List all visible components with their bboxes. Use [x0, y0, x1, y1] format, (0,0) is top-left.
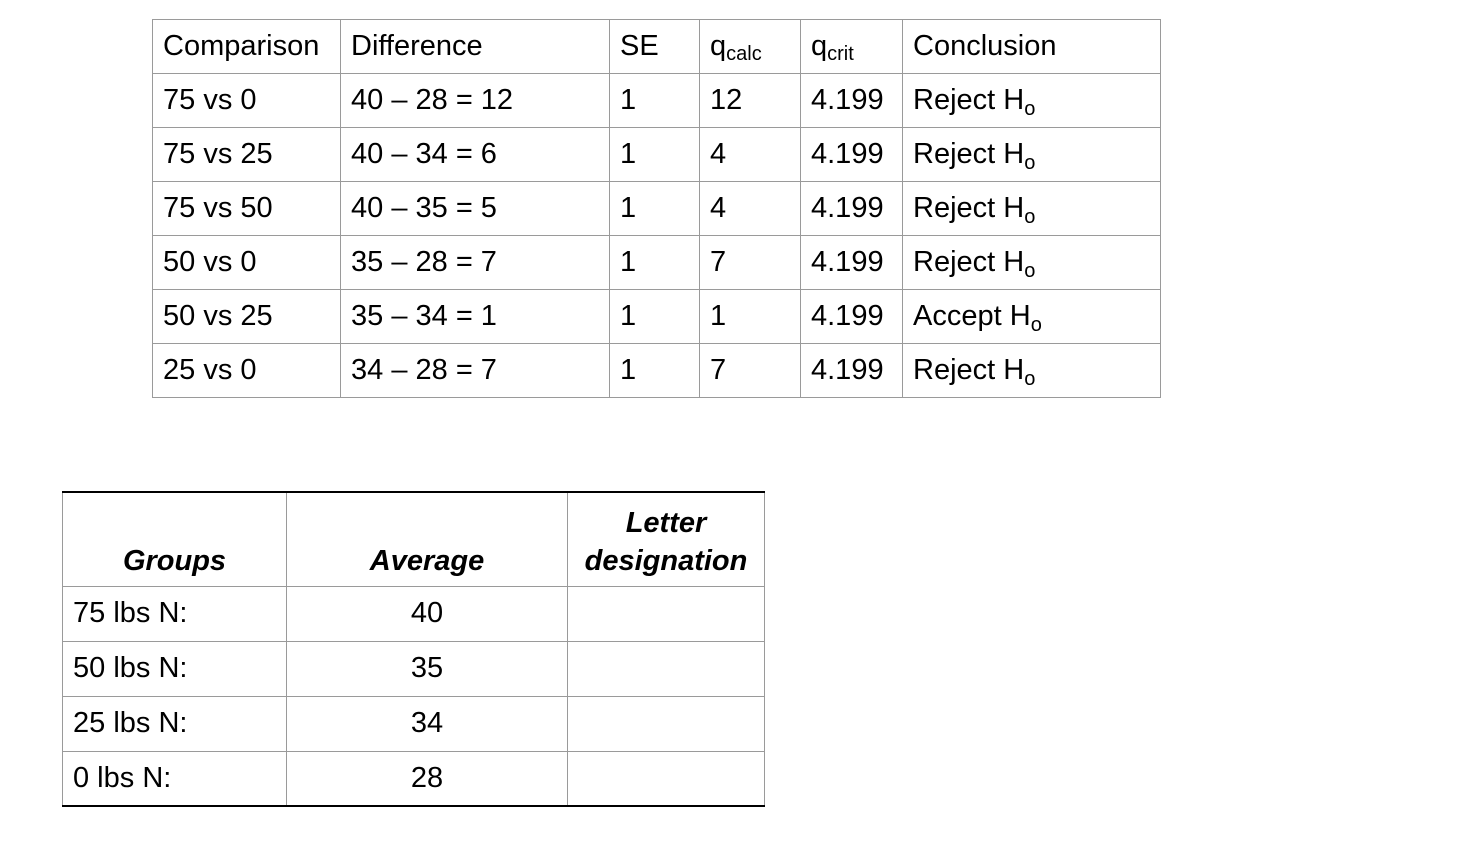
header-letter-designation: Letter designation	[567, 492, 765, 587]
cell-conclusion: Reject Ho	[902, 73, 1161, 128]
hypothesis-sub: o	[1030, 314, 1042, 336]
header-conclusion: Conclusion	[902, 19, 1161, 74]
hypothesis-base: H	[1003, 84, 1025, 116]
cell-comparison: 50 vs 0	[152, 235, 341, 290]
header-qcrit: qcrit	[800, 19, 903, 74]
cell-se: 1	[609, 73, 700, 128]
cell-conclusion: Reject Ho	[902, 343, 1161, 398]
cell-qcrit: 4.199	[800, 235, 903, 290]
cell-se: 1	[609, 343, 700, 398]
cell-difference: 40 – 28 = 12	[340, 73, 610, 128]
cell-difference: 35 – 28 = 7	[340, 235, 610, 290]
conclusion-word: Reject	[913, 192, 996, 224]
hypothesis-base: H	[1003, 138, 1025, 170]
conclusion-word: Accept	[913, 300, 1002, 332]
header-letter-line2: designation	[584, 544, 748, 577]
cell-difference: 40 – 35 = 5	[340, 181, 610, 236]
cell-se: 1	[609, 181, 700, 236]
header-se: SE	[609, 19, 700, 74]
cell-group: 0 lbs N:	[62, 751, 287, 807]
table-row: 0 lbs N: 28	[62, 751, 765, 807]
cell-qcalc: 7	[699, 235, 801, 290]
cell-se: 1	[609, 127, 700, 182]
comparison-table: Comparison Difference SE qcalc qcrit Con…	[152, 19, 1161, 398]
cell-group: 50 lbs N:	[62, 641, 287, 697]
cell-difference: 34 – 28 = 7	[340, 343, 610, 398]
cell-conclusion: Accept Ho	[902, 289, 1161, 344]
hypothesis-base: H	[1003, 192, 1025, 224]
cell-conclusion: Reject Ho	[902, 127, 1161, 182]
table-row: 50 lbs N: 35	[62, 641, 765, 697]
table-row: 75 vs 0 40 – 28 = 12 1 12 4.199 Reject H…	[152, 73, 1161, 128]
cell-letter-designation[interactable]	[567, 641, 765, 697]
conclusion-word: Reject	[913, 84, 996, 116]
header-comparison: Comparison	[152, 19, 341, 74]
cell-group: 25 lbs N:	[62, 696, 287, 752]
cell-conclusion: Reject Ho	[902, 235, 1161, 290]
header-letter-line1: Letter	[625, 506, 707, 539]
hypothesis-sub: o	[1024, 206, 1036, 228]
header-qcrit-base: q	[811, 30, 828, 62]
cell-comparison: 50 vs 25	[152, 289, 341, 344]
cell-difference: 35 – 34 = 1	[340, 289, 610, 344]
conclusion-word: Reject	[913, 354, 996, 386]
groups-table-header-row: Groups Average Letter designation	[62, 492, 765, 587]
table-row: 50 vs 0 35 – 28 = 7 1 7 4.199 Reject Ho	[152, 235, 1161, 290]
table-row: 50 vs 25 35 – 34 = 1 1 1 4.199 Accept Ho	[152, 289, 1161, 344]
table-row: 25 vs 0 34 – 28 = 7 1 7 4.199 Reject Ho	[152, 343, 1161, 398]
cell-qcalc: 4	[699, 127, 801, 182]
conclusion-word: Reject	[913, 138, 996, 170]
table-row: 75 vs 50 40 – 35 = 5 1 4 4.199 Reject Ho	[152, 181, 1161, 236]
hypothesis-base: H	[1009, 300, 1031, 332]
header-groups: Groups	[62, 492, 287, 587]
cell-average: 40	[286, 586, 568, 642]
conclusion-word: Reject	[913, 246, 996, 278]
comparison-table-header-row: Comparison Difference SE qcalc qcrit Con…	[152, 19, 1161, 74]
cell-comparison: 25 vs 0	[152, 343, 341, 398]
table-row: 75 vs 25 40 – 34 = 6 1 4 4.199 Reject Ho	[152, 127, 1161, 182]
cell-letter-designation[interactable]	[567, 586, 765, 642]
groups-table: Groups Average Letter designation 75 lbs …	[62, 491, 765, 807]
cell-difference: 40 – 34 = 6	[340, 127, 610, 182]
cell-qcrit: 4.199	[800, 289, 903, 344]
cell-qcrit: 4.199	[800, 343, 903, 398]
cell-average: 34	[286, 696, 568, 752]
table-row: 25 lbs N: 34	[62, 696, 765, 752]
hypothesis-base: H	[1003, 246, 1025, 278]
hypothesis-sub: o	[1024, 260, 1036, 282]
hypothesis-sub: o	[1024, 368, 1036, 390]
header-average: Average	[286, 492, 568, 587]
header-qcrit-sub: crit	[827, 43, 854, 65]
cell-qcalc: 7	[699, 343, 801, 398]
cell-comparison: 75 vs 25	[152, 127, 341, 182]
cell-qcrit: 4.199	[800, 181, 903, 236]
hypothesis-base: H	[1003, 354, 1025, 386]
cell-group: 75 lbs N:	[62, 586, 287, 642]
hypothesis-sub: o	[1024, 98, 1036, 120]
cell-qcalc: 4	[699, 181, 801, 236]
header-qcalc-base: q	[710, 30, 727, 62]
cell-letter-designation[interactable]	[567, 696, 765, 752]
cell-average: 35	[286, 641, 568, 697]
cell-se: 1	[609, 289, 700, 344]
header-difference: Difference	[340, 19, 610, 74]
cell-se: 1	[609, 235, 700, 290]
cell-letter-designation[interactable]	[567, 751, 765, 807]
cell-conclusion: Reject Ho	[902, 181, 1161, 236]
cell-qcalc: 1	[699, 289, 801, 344]
hypothesis-sub: o	[1024, 152, 1036, 174]
cell-qcalc: 12	[699, 73, 801, 128]
cell-qcrit: 4.199	[800, 73, 903, 128]
header-qcalc-sub: calc	[726, 43, 762, 65]
table-row: 75 lbs N: 40	[62, 586, 765, 642]
header-qcalc: qcalc	[699, 19, 801, 74]
cell-comparison: 75 vs 50	[152, 181, 341, 236]
cell-comparison: 75 vs 0	[152, 73, 341, 128]
cell-average: 28	[286, 751, 568, 807]
cell-qcrit: 4.199	[800, 127, 903, 182]
